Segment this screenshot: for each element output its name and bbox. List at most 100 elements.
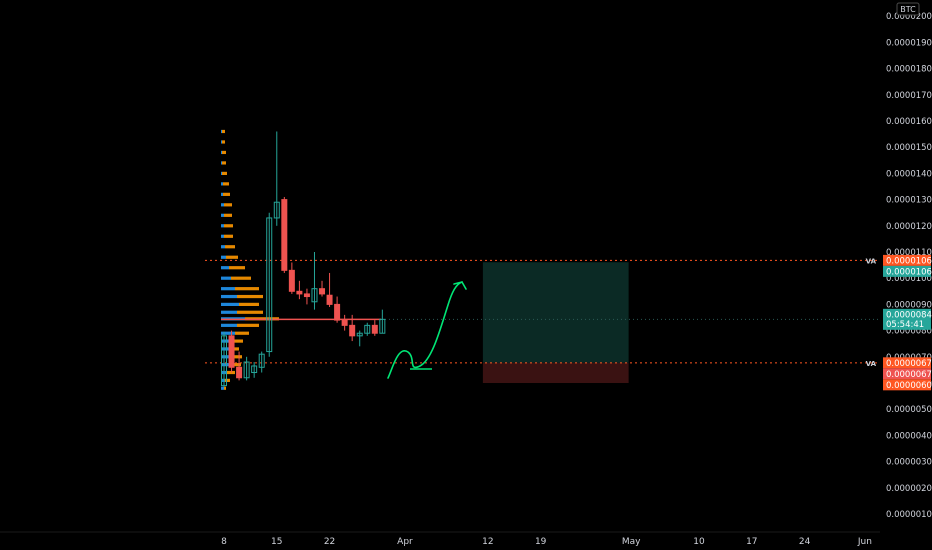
profile-bar-up bbox=[221, 287, 235, 291]
price-badge-countdown: 05:54:41 bbox=[886, 320, 924, 330]
candle-body bbox=[258, 353, 265, 368]
profile-bar-down bbox=[227, 370, 235, 375]
price-badge: 0.00001068 bbox=[883, 254, 932, 266]
candle-body bbox=[319, 288, 326, 295]
time-axis[interactable]: 8 15 22 Apr 12 19 May 10 17 24 Jun bbox=[0, 531, 880, 547]
candle bbox=[379, 309, 386, 334]
candle-body bbox=[311, 288, 318, 303]
profile-bar-up bbox=[221, 140, 222, 144]
profile-bar-up bbox=[221, 192, 223, 196]
candle-body bbox=[273, 201, 280, 219]
candle-body bbox=[341, 319, 348, 326]
currency-label: BTC bbox=[900, 5, 916, 14]
time-tick-label: May bbox=[622, 537, 641, 547]
profile-bar-down bbox=[223, 192, 230, 196]
profile-bar-up bbox=[221, 224, 224, 228]
profile-bar-down bbox=[223, 182, 229, 186]
profile-bar-up bbox=[221, 255, 226, 259]
candle-body bbox=[221, 335, 227, 387]
candle bbox=[303, 288, 310, 305]
profile-bar-down bbox=[237, 310, 263, 314]
price-badges: 0.000010680.000010610.0000084305:54:410.… bbox=[883, 254, 932, 391]
candle bbox=[311, 252, 318, 310]
candle-body bbox=[296, 290, 303, 295]
time-tick-label: 15 bbox=[271, 537, 282, 547]
hand-drawn-arrow bbox=[387, 281, 467, 379]
price-badge-label: 0.00000677 bbox=[886, 359, 932, 369]
candle-body bbox=[266, 217, 273, 353]
level-lines: VA VA bbox=[205, 257, 880, 368]
profile-bar-down bbox=[225, 245, 235, 249]
profile-bar-up bbox=[221, 150, 222, 155]
profile-bar-down bbox=[224, 203, 232, 207]
candle bbox=[266, 212, 273, 357]
profile-bar-up bbox=[221, 310, 237, 314]
profile-bar-up bbox=[221, 378, 225, 382]
time-tick-label: Apr bbox=[397, 537, 413, 547]
price-badge: 0.0000084305:54:41 bbox=[883, 308, 932, 330]
candle bbox=[236, 351, 243, 381]
profile-bar-up bbox=[221, 213, 224, 217]
candle-body bbox=[349, 324, 356, 337]
price-tick-label: 0.00000100 bbox=[886, 510, 932, 520]
currency-badge[interactable]: BTC bbox=[896, 2, 920, 16]
profile-bar-down bbox=[235, 331, 249, 335]
profile-bar-up bbox=[221, 203, 224, 207]
candle-body bbox=[243, 361, 250, 379]
candle bbox=[326, 272, 333, 308]
profile-bar-down bbox=[222, 140, 225, 144]
candle-body bbox=[334, 303, 341, 321]
profile-bar-down bbox=[229, 266, 245, 270]
profile-bar-up bbox=[221, 294, 237, 299]
profile-bar-down bbox=[222, 129, 225, 134]
profile-bar-up bbox=[221, 386, 224, 390]
time-tick-label: 10 bbox=[693, 537, 705, 547]
profile-bar-down bbox=[222, 171, 227, 175]
va-label: VA bbox=[866, 257, 877, 265]
candle-body bbox=[364, 324, 371, 334]
arrow-curve bbox=[387, 281, 463, 379]
profile-bar-up bbox=[221, 182, 223, 186]
price-badge: 0.00000677 bbox=[883, 368, 932, 380]
price-badge-label: 0.00001068 bbox=[886, 256, 932, 266]
candle bbox=[273, 131, 280, 226]
price-badge-bg bbox=[883, 357, 931, 369]
profile-bar-down bbox=[239, 302, 259, 306]
price-badge: 0.00000677 bbox=[883, 357, 932, 369]
profile-bar-down bbox=[233, 355, 242, 359]
profile-bar-up bbox=[221, 129, 222, 134]
candle-body bbox=[326, 294, 333, 305]
profile-bar-down bbox=[235, 287, 259, 291]
position-zones bbox=[482, 262, 629, 383]
profile-bar-up bbox=[221, 331, 235, 335]
candle-body bbox=[281, 199, 288, 271]
candle-body bbox=[288, 269, 295, 292]
candle bbox=[356, 330, 363, 347]
price-badge-label: 0.00000843 bbox=[886, 310, 932, 320]
arrow-head bbox=[453, 281, 467, 290]
profile-bar-up bbox=[221, 266, 229, 270]
time-tick-label: 8 bbox=[221, 537, 227, 547]
time-tick-label: 17 bbox=[746, 537, 757, 547]
profile-bar-down bbox=[237, 323, 259, 327]
price-badge-bg bbox=[883, 308, 931, 330]
profile-bar-down bbox=[233, 339, 243, 343]
profile-bar-down bbox=[231, 347, 239, 351]
time-tick-label: Jun bbox=[857, 537, 872, 547]
candle bbox=[341, 314, 348, 331]
price-badge-label: 0.00001061 bbox=[886, 267, 932, 277]
price-badge-bg bbox=[883, 368, 931, 380]
candles bbox=[221, 131, 386, 387]
